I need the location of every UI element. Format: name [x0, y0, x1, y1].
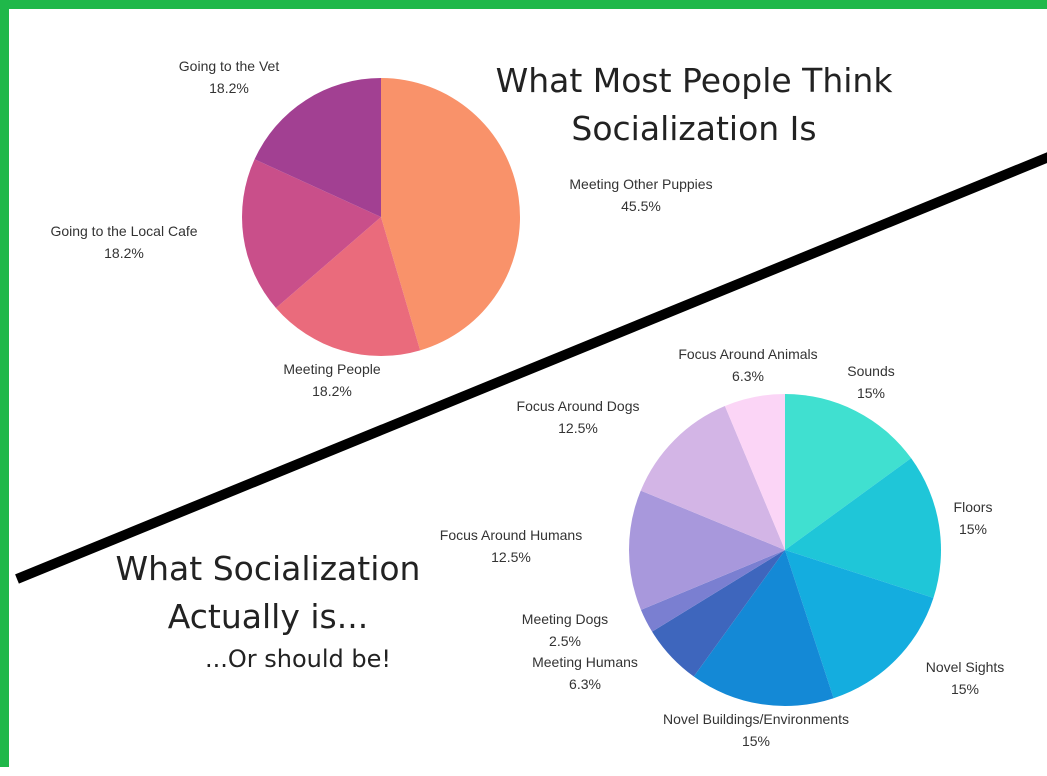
slice-value-floors: 15%: [959, 521, 987, 537]
pie-slice-focus-around-animals: [724, 394, 785, 550]
slice-label-meeting-other-puppies: Meeting Other Puppies: [569, 176, 712, 192]
slice-label-going-to-the-vet: Going to the Vet: [179, 58, 280, 74]
slice-value-focus-around-humans: 12.5%: [491, 549, 531, 565]
pie-slice-novel-buildings-environments: [693, 550, 834, 707]
pie-slice-meeting-other-puppies: [381, 78, 520, 351]
slice-label-floors: Floors: [954, 499, 993, 515]
pie-charts-canvas: Meeting Other Puppies 45.5% Meeting People…: [15, 58, 1047, 749]
pie-slice-meeting-humans: [652, 550, 785, 677]
slice-label-novel-sights: Novel Sights: [926, 659, 1005, 675]
pie-slice-sounds: [785, 394, 912, 550]
pie-slice-focus-around-humans: [628, 490, 785, 610]
pie-labels-perceived: Meeting Other Puppies 45.5% Meeting People…: [50, 58, 712, 399]
slice-label-meeting-humans: Meeting Humans: [532, 654, 638, 670]
slice-value-meeting-people: 18.2%: [312, 383, 352, 399]
pie-slice-meeting-dogs: [640, 550, 785, 632]
slice-value-meeting-dogs: 2.5%: [549, 633, 581, 649]
slice-value-meeting-humans: 6.3%: [569, 676, 601, 692]
chart-title-bottom-line1: What Socialization: [115, 549, 421, 588]
slice-value-novel-sights: 15%: [951, 681, 979, 697]
pie-chart-actual: [628, 394, 941, 707]
title-top-line1: What Most People Think: [495, 61, 893, 100]
chart-title-bottom-line2: Actually is...: [167, 597, 369, 636]
slice-label-novel-buildings-environments: Novel Buildings/Environments: [663, 711, 849, 727]
pie-slice-novel-sights: [785, 550, 934, 699]
slice-value-novel-buildings-environments: 15%: [742, 733, 770, 749]
chart-title-top: What Most People Think Socialization Is: [469, 57, 919, 153]
pie-slice-going-to-the-local-cafe: [242, 159, 381, 309]
slice-label-meeting-dogs: Meeting Dogs: [522, 611, 608, 627]
pie-chart-perceived: [242, 78, 520, 357]
slice-value-going-to-the-vet: 18.2%: [209, 80, 249, 96]
pie-slice-focus-around-dogs: [640, 406, 785, 550]
title-top-line2: Socialization Is: [571, 108, 817, 148]
pie-labels-actual: Sounds 15% Floors 15% Novel Sights 15% Novel B…: [440, 346, 1005, 749]
slice-value-sounds: 15%: [857, 385, 885, 401]
diagonal-divider: [15, 152, 1047, 584]
slice-value-meeting-other-puppies: 45.5%: [621, 198, 661, 214]
pie-slice-going-to-the-vet: [254, 78, 381, 217]
pie-slice-meeting-people: [275, 217, 421, 357]
slice-value-going-to-the-local-cafe: 18.2%: [104, 245, 144, 261]
pie-slice-floors: [785, 458, 941, 598]
slice-value-focus-around-animals: 6.3%: [732, 368, 764, 384]
chart-subtitle-bottom: ...Or should be!: [205, 645, 392, 673]
slice-label-going-to-the-local-cafe: Going to the Local Cafe: [50, 223, 197, 239]
slice-label-focus-around-humans: Focus Around Humans: [440, 527, 582, 543]
slice-label-focus-around-dogs: Focus Around Dogs: [517, 398, 640, 414]
slice-label-meeting-people: Meeting People: [283, 361, 381, 377]
slice-value-focus-around-dogs: 12.5%: [558, 420, 598, 436]
slice-label-focus-around-animals: Focus Around Animals: [678, 346, 817, 362]
slice-label-sounds: Sounds: [847, 363, 894, 379]
